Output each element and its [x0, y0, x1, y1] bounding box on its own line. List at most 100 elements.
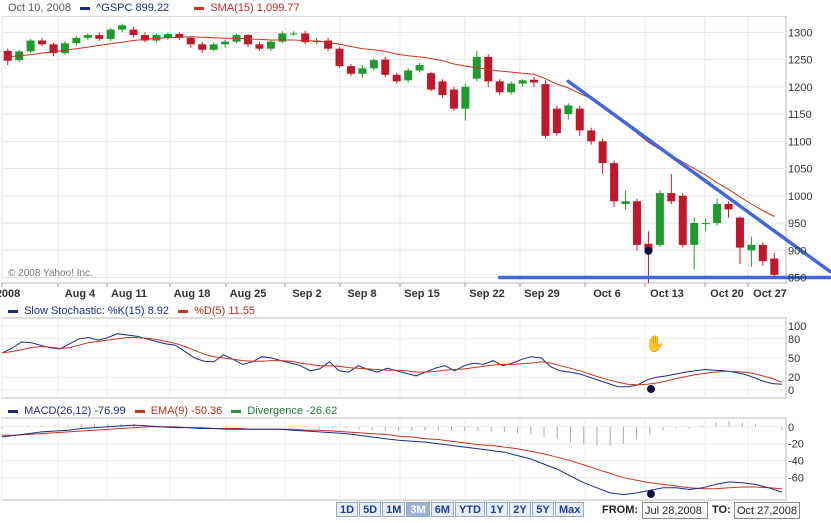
candle-body	[243, 35, 252, 45]
candle-body	[758, 244, 767, 262]
div-value: -26.62	[306, 405, 338, 417]
x-tick-label: Oct 20	[710, 288, 744, 300]
sma-value: 1,099.77	[256, 2, 300, 14]
stoch-legend: Slow Stochastic: %K(15) 8.92 %D(5) 11.55	[8, 305, 255, 317]
copyright: © 2008 Yahoo! Inc.	[8, 268, 93, 279]
resistance-trendline	[566, 79, 831, 274]
candle-body	[415, 65, 424, 71]
x-tick-label: Aug 4	[65, 288, 96, 300]
x-tick-label: Sep 2	[292, 288, 321, 300]
candle-body	[369, 60, 378, 69]
candle-body	[655, 193, 664, 245]
div-swatch	[231, 409, 242, 413]
candle-body	[404, 70, 413, 81]
stoch-d-line	[1, 337, 783, 386]
x-tick-label: Oct 6	[593, 288, 621, 300]
range-button-5d[interactable]: 5D	[359, 502, 382, 517]
ema-swatch	[134, 409, 145, 413]
macd-tick-label: -20	[788, 439, 804, 451]
candle-body	[266, 41, 275, 49]
to-date-input[interactable]	[734, 502, 800, 519]
x-tick-label: Oct 27	[753, 288, 787, 300]
x-tick-label: Aug 18	[174, 288, 211, 300]
k-swatch	[8, 309, 18, 313]
from-label: FROM:	[602, 504, 639, 516]
from-date-input[interactable]	[642, 502, 708, 519]
candle-body	[129, 29, 138, 36]
k-label: Slow Stochastic: %K(15)	[24, 305, 145, 317]
candle-body	[175, 33, 184, 38]
x-tick-label: Sep 15	[404, 288, 439, 300]
macd-tick-label: -40	[788, 456, 804, 468]
candle-body	[427, 73, 436, 90]
candle-body	[552, 108, 561, 134]
candle-body	[610, 163, 619, 202]
range-button-2y[interactable]: 2Y	[508, 502, 531, 517]
candle-body	[95, 35, 104, 39]
stoch-tick-label: 0	[788, 385, 794, 397]
candle-body	[438, 81, 447, 96]
candle-body	[735, 217, 744, 248]
price-marker	[644, 246, 653, 255]
range-button-5y[interactable]: 5Y	[531, 502, 554, 517]
macd-swatch	[8, 409, 18, 413]
stoch-tick-label: 100	[788, 321, 806, 333]
range-button-6m[interactable]: 6M	[430, 502, 454, 517]
candle-body	[518, 80, 527, 84]
candle-body	[3, 50, 12, 61]
candle-body	[598, 141, 607, 164]
candle-body	[678, 195, 687, 245]
y-tick-label: 1000	[788, 191, 812, 203]
candle-body	[255, 44, 264, 49]
macd-tick-label: -60	[788, 473, 804, 485]
macd-label: MACD(26,12)	[24, 405, 92, 417]
price-panel-header	[0, 0, 831, 16]
candle-body	[713, 203, 722, 224]
candle-body	[770, 258, 779, 275]
candle-body	[449, 89, 458, 109]
x-tick-label: Aug 11	[111, 288, 147, 300]
header-date: Oct 10, 2008	[8, 2, 71, 14]
y-tick-label: 950	[788, 218, 806, 230]
candle-body	[209, 44, 218, 50]
candle-body	[621, 201, 630, 204]
range-button-ytd[interactable]: YTD	[454, 502, 485, 517]
stoch-tick-label: 50	[788, 353, 800, 365]
candle-body	[163, 33, 172, 38]
candle-body	[358, 68, 367, 74]
range-button-1d[interactable]: 1D	[336, 502, 359, 517]
stoch-k-line	[1, 333, 783, 388]
macd-value: -76.99	[94, 405, 126, 417]
macd-line	[1, 424, 783, 496]
price-legend: Oct 10, 2008 ^GSPC 899.22 SMA(15) 1,099.…	[8, 2, 300, 14]
range-button-3m[interactable]: 3M	[406, 502, 430, 517]
d-swatch	[178, 309, 189, 313]
y-tick-label: 900	[788, 245, 806, 257]
candle-body	[724, 203, 733, 210]
candle-body	[495, 81, 504, 93]
y-tick-label: 1250	[788, 55, 812, 67]
header-symbol: ^GSPC	[96, 2, 133, 14]
y-tick-label: 850	[788, 273, 806, 285]
candle-body	[701, 223, 710, 225]
div-label: Divergence	[247, 405, 304, 417]
macd-legend: MACD(26,12) -76.99 EMA(9) -50.36 Diverge…	[8, 405, 337, 417]
range-button-1y[interactable]: 1Y	[485, 502, 508, 517]
candle-body	[38, 40, 47, 45]
candle-body	[667, 193, 676, 202]
candle-body	[346, 66, 355, 74]
candle-body	[575, 108, 584, 131]
d-label: %D(5)	[194, 305, 226, 317]
range-button-1m[interactable]: 1M	[382, 502, 406, 517]
ema-value: -50.36	[191, 405, 223, 417]
range-button-max[interactable]: Max	[554, 502, 585, 517]
ema-label: EMA(9)	[150, 405, 188, 417]
candle-body	[541, 84, 550, 136]
candle-body	[690, 223, 699, 245]
sma-line	[7, 36, 775, 217]
candle-body	[186, 37, 195, 45]
candle-body	[324, 40, 333, 49]
symbol-swatch	[80, 6, 91, 10]
candle-body	[587, 130, 596, 142]
